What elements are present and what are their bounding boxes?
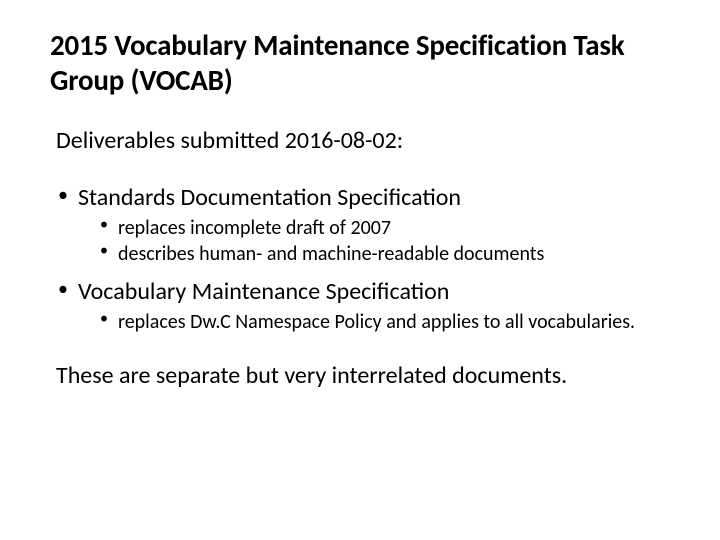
bullet-sds-label: Standards Documentation Specification xyxy=(78,183,461,212)
bullet-vms-child-0: replaces Dw.C Namespace Policy and appli… xyxy=(100,309,670,335)
bullet-sds-child-1: describes human- and machine-readable do… xyxy=(100,241,670,267)
bullet-vms: Vocabulary Maintenance Specification rep… xyxy=(56,277,670,335)
bullet-sds-child-0: replaces incomplete draft of 2007 xyxy=(100,215,670,241)
bullet-vms-label: Vocabulary Maintenance Specification xyxy=(78,277,449,306)
deliverables-subhead: Deliverables submitted 2016-08-02: xyxy=(56,126,670,155)
bullet-vms-children: replaces Dw.C Namespace Policy and appli… xyxy=(100,309,670,335)
slide: 2015 Vocabulary Maintenance Specificatio… xyxy=(0,0,720,540)
slide-title: 2015 Vocabulary Maintenance Specificatio… xyxy=(50,28,670,98)
bullet-list-level1: Standards Documentation Specification re… xyxy=(56,183,670,335)
bullet-sds-children: replaces incomplete draft of 2007 descri… xyxy=(100,215,670,267)
closing-statement: These are separate but very interrelated… xyxy=(56,361,670,390)
bullet-sds: Standards Documentation Specification re… xyxy=(56,183,670,267)
